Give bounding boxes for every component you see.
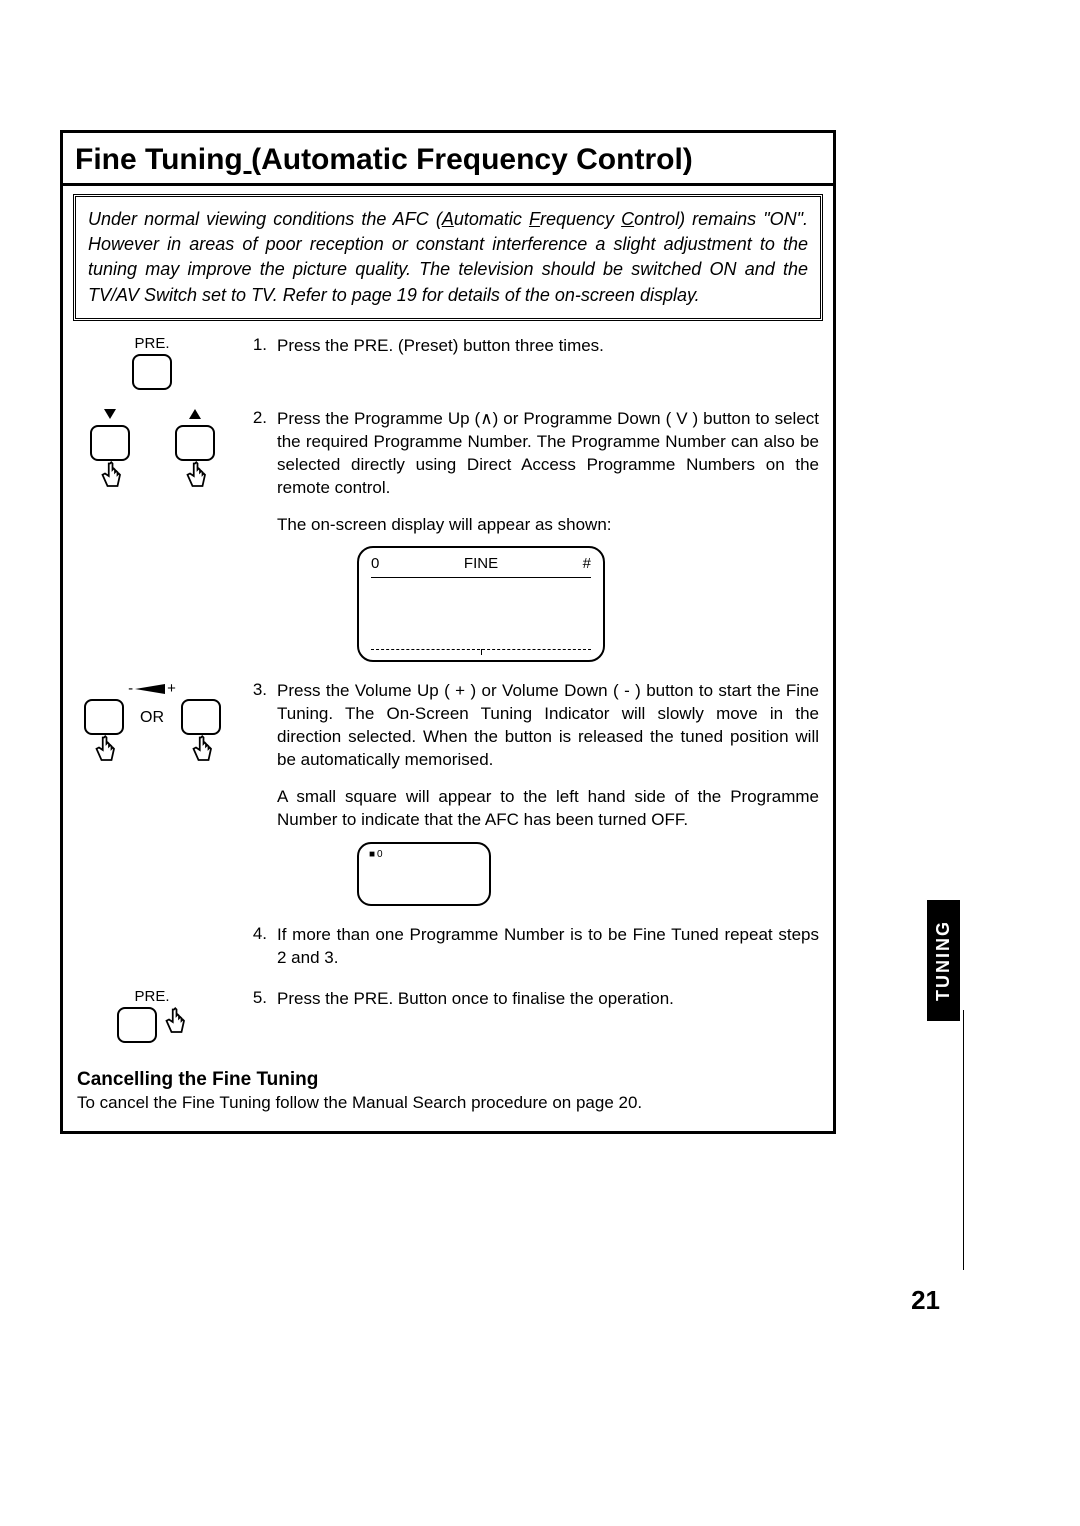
intro-pre: Under normal viewing conditions the AFC … (88, 209, 442, 229)
pre-button-icon-2 (117, 1007, 157, 1043)
intro-m1: utomatic (454, 209, 529, 229)
pre-label: PRE. (77, 335, 227, 352)
chevron-down-icon (104, 409, 116, 419)
hand-icon (91, 735, 117, 769)
step2-text: Press the Programme Up (∧) or Programme … (277, 408, 819, 500)
or-label: OR (140, 709, 164, 727)
intro-F: F (529, 209, 540, 229)
hand-icon (97, 461, 123, 495)
step3-num: 3. (237, 680, 267, 700)
intro-m2: requency (540, 209, 621, 229)
step3-text: Press the Volume Up ( + ) or Volume Down… (277, 680, 819, 772)
step-1: PRE. 1. Press the PRE. (Preset) button t… (77, 335, 819, 390)
hand-icon (182, 461, 208, 495)
vol-up-button-icon (181, 699, 221, 735)
step4-text: If more than one Programme Number is to … (277, 924, 819, 970)
hand-icon (161, 1007, 187, 1041)
steps-list: PRE. 1. Press the PRE. (Preset) button t… (63, 335, 833, 1043)
manual-page: Fine Tuning (Automatic Frequency Control… (0, 0, 1080, 1526)
step1-icons: PRE. (77, 335, 227, 390)
pre-button-icon (132, 354, 172, 390)
margin-line (963, 1010, 964, 1270)
title-text-b: g ( (224, 143, 261, 176)
afc-off-square-icon: ■ (369, 849, 375, 860)
intro-C: C (621, 209, 634, 229)
step2-icons (77, 408, 227, 495)
step4-num: 4. (237, 924, 267, 944)
step-4: 4. If more than one Programme Number is … (77, 924, 819, 970)
vol-down-group (81, 699, 126, 769)
step3-text-col: Press the Volume Up ( + ) or Volume Down… (277, 680, 819, 906)
step5-icons: PRE. (77, 988, 227, 1043)
osd-left: 0 (371, 554, 379, 574)
step-5: PRE. 5. Press the PRE. Button once to fi… (77, 988, 819, 1043)
step1-num: 1. (237, 335, 267, 355)
title-text-c: Automatic Frequency Control) (261, 143, 693, 176)
small-osd-screen: ■0 (357, 842, 491, 906)
osd-row: 0 FINE # (371, 554, 591, 577)
page-title: Fine Tuning (Automatic Frequency Control… (75, 143, 693, 176)
step5-text: Press the PRE. Button once to finalise t… (277, 988, 819, 1011)
step2-num: 2. (237, 408, 267, 428)
prog-up-button-icon (175, 425, 215, 461)
step2-text2: The on-screen display will appear as sho… (277, 514, 819, 537)
hand-icon (188, 735, 214, 769)
title-text-a: Fine Tunin (75, 143, 224, 176)
volume-wedge-icon (135, 684, 165, 694)
prog-up-group (166, 408, 223, 495)
intro-A: A (442, 209, 454, 229)
vol-up-group (178, 699, 223, 769)
section-tab: TUNING (927, 900, 960, 1021)
page-number: 21 (911, 1285, 940, 1316)
step-2: 2. Press the Programme Up (∧) or Program… (77, 408, 819, 663)
cancel-section: Cancelling the Fine Tuning To cancel the… (63, 1069, 833, 1113)
plus-label: + (167, 680, 176, 697)
step-3: - + OR (77, 680, 819, 906)
vol-down-button-icon (84, 699, 124, 735)
step1-text: Press the PRE. (Preset) button three tim… (277, 335, 819, 358)
intro-note: Under normal viewing conditions the AFC … (73, 194, 823, 321)
pre-label-2: PRE. (77, 988, 227, 1005)
step2-text-col: Press the Programme Up (∧) or Programme … (277, 408, 819, 663)
osd-screen: 0 FINE # (357, 546, 605, 662)
cancel-heading: Cancelling the Fine Tuning (77, 1069, 819, 1091)
content-frame: Fine Tuning (Automatic Frequency Control… (60, 130, 836, 1134)
prog-down-group (81, 408, 138, 495)
osd-indicator-line (371, 649, 591, 650)
step3-text2: A small square will appear to the left h… (277, 786, 819, 832)
small-osd-val: 0 (377, 849, 383, 860)
step3-icons: - + OR (77, 680, 227, 769)
prog-down-button-icon (90, 425, 130, 461)
chevron-up-icon (189, 409, 201, 419)
osd-right: # (583, 554, 591, 574)
minus-label: - (128, 680, 133, 697)
osd-mid: FINE (464, 554, 498, 574)
title-bar: Fine Tuning (Automatic Frequency Control… (63, 133, 833, 186)
step5-num: 5. (237, 988, 267, 1008)
cancel-text: To cancel the Fine Tuning follow the Man… (77, 1093, 819, 1113)
